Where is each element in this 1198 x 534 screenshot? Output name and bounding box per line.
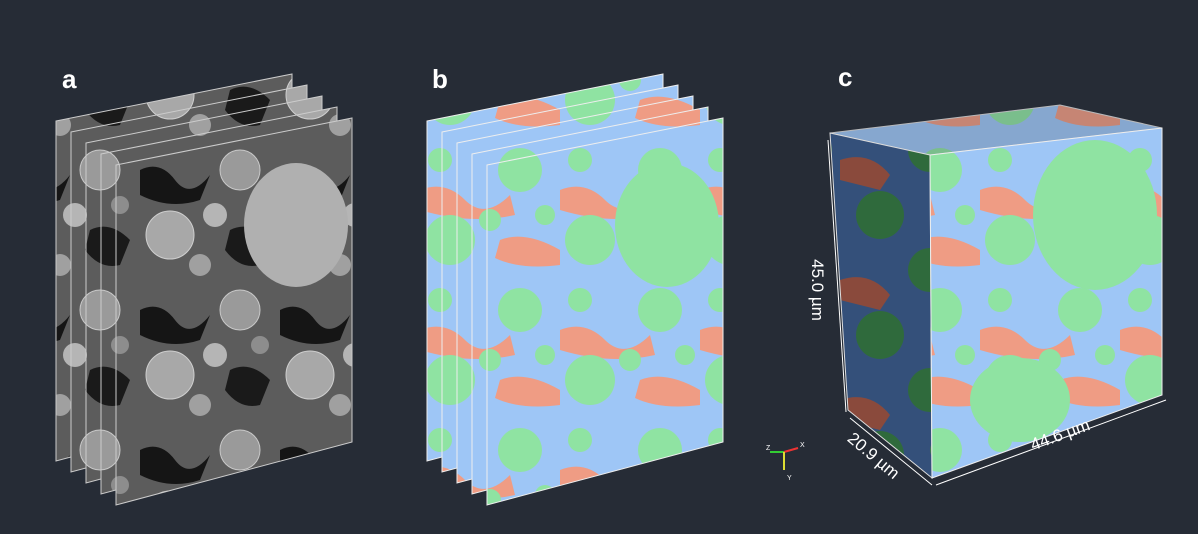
panel-a-slices xyxy=(55,73,353,506)
panel-c-volume xyxy=(827,104,1167,486)
panel-label: a xyxy=(62,64,77,94)
x-axis xyxy=(783,447,799,453)
dim-line xyxy=(827,139,847,413)
axis-label: Z xyxy=(766,445,771,452)
particle xyxy=(1033,140,1157,290)
dim-line xyxy=(849,417,933,486)
axis-label: Y xyxy=(787,475,792,482)
side-face xyxy=(829,132,933,480)
panel-label: b xyxy=(432,64,448,94)
height-label: 45.0 µm xyxy=(808,259,827,321)
particle xyxy=(244,163,348,287)
dim-line xyxy=(935,399,1167,486)
particle xyxy=(970,358,1070,442)
panel-label: c xyxy=(838,62,852,92)
axis-triad: Z X Y xyxy=(766,442,805,482)
axis-label: X xyxy=(800,442,805,449)
particle xyxy=(615,163,719,287)
panel-b-slices xyxy=(426,73,724,506)
